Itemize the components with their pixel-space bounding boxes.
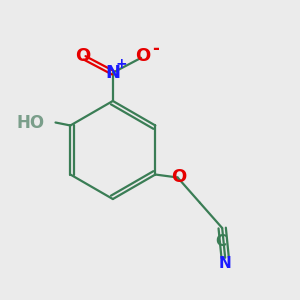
Text: -: - — [152, 40, 159, 58]
Text: N: N — [219, 256, 232, 271]
Text: O: O — [172, 169, 187, 187]
Text: O: O — [135, 47, 150, 65]
Text: +: + — [116, 57, 127, 71]
Text: N: N — [105, 64, 120, 82]
Text: C: C — [215, 234, 226, 249]
Text: HO: HO — [17, 113, 45, 131]
Text: O: O — [76, 47, 91, 65]
